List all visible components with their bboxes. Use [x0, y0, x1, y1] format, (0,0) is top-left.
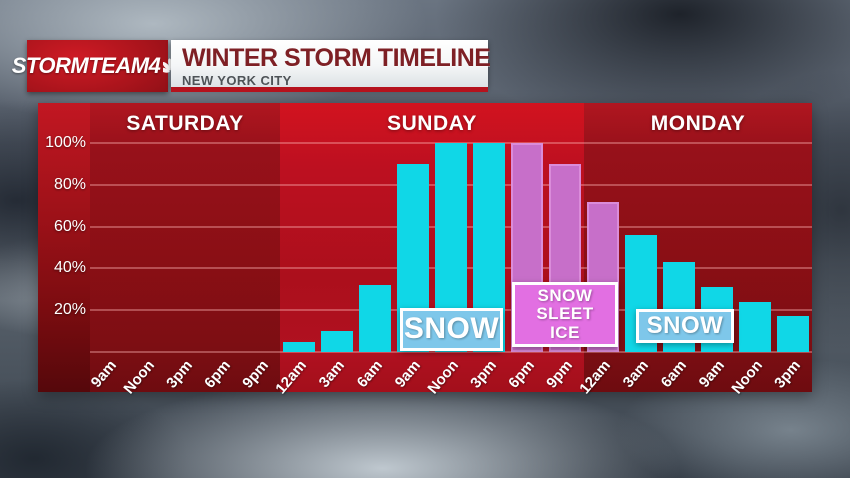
badge-snow-sleet-ice-line-1: SLEET: [536, 304, 594, 324]
badge-snow-monday: SNOW: [636, 309, 734, 343]
badge-snow-sleet-ice-line-2: ICE: [550, 322, 580, 342]
stormteam4-logo: STORMTEAM4: [12, 40, 184, 92]
day-panel-saturday: SATURDAY: [90, 103, 280, 392]
day-header-saturday: SATURDAY: [126, 112, 244, 135]
y-tick-label-40: 40%: [53, 259, 86, 277]
day-panel-monday: MONDAY: [584, 103, 812, 392]
badge-snow-monday-line-0: SNOW: [646, 312, 724, 340]
badge-snow-sunday: SNOW: [400, 308, 503, 351]
badge-snow-sleet-ice: SNOW SLEET ICE: [512, 282, 618, 347]
bar-monday-noon: [739, 301, 771, 352]
badge-snow-sunday-line-0: SNOW: [403, 312, 500, 346]
badge-snow-sleet-ice-line-0: SNOW: [537, 285, 593, 305]
logo-text: STORMTEAM4: [12, 53, 161, 79]
day-header-sunday: SUNDAY: [387, 112, 477, 135]
page-subtitle: NEW YORK CITY: [182, 73, 292, 88]
title-banner: WINTER STORM TIMELINE NEW YORK CITY: [171, 40, 491, 88]
logo-number: 4: [148, 53, 161, 78]
bar-monday-3pm: [777, 316, 809, 352]
y-tick-label-20: 20%: [53, 301, 86, 319]
page-title: WINTER STORM TIMELINE: [182, 44, 491, 72]
y-tick-label-100: 100%: [45, 134, 86, 151]
baseline-gridline: [90, 351, 812, 353]
y-tick-label-60: 60%: [53, 217, 86, 235]
y-axis-band: [38, 103, 90, 392]
bar-sunday-3am: [321, 331, 353, 352]
logo-team: TEAM: [88, 53, 149, 78]
logo-storm: STORM: [11, 53, 89, 78]
day-header-monday: MONDAY: [650, 112, 746, 135]
bar-sunday-6am: [359, 285, 391, 352]
y-tick-label-80: 80%: [53, 175, 86, 193]
title-underline: [171, 87, 488, 92]
bar-sunday-12am: [283, 341, 315, 352]
